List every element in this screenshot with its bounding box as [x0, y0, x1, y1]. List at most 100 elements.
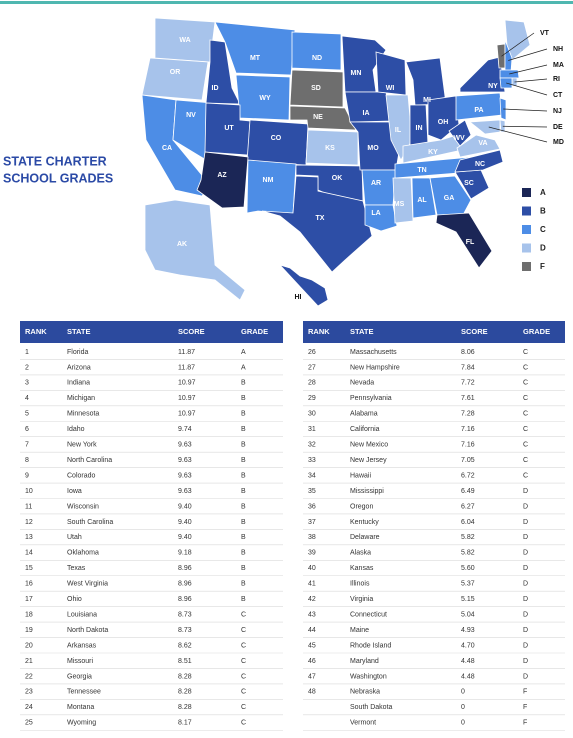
table-cell: 6 — [25, 426, 29, 433]
state-label: OH — [438, 119, 449, 126]
state — [246, 159, 297, 215]
table-cell: 8.06 — [461, 349, 475, 356]
column-header: STATE — [67, 327, 90, 336]
table-cell: 5.82 — [461, 534, 475, 541]
table-cell: D — [523, 611, 528, 618]
table-cell: Utah — [67, 534, 82, 541]
table-cell: B — [241, 519, 246, 526]
table-cell: 0 — [461, 720, 465, 727]
state-label: AR — [371, 180, 381, 187]
state — [246, 119, 309, 166]
table-cell: 18 — [25, 611, 33, 618]
table-cell: 8.28 — [178, 673, 192, 680]
state-label: GA — [444, 195, 455, 202]
table-cell: 16 — [25, 581, 33, 588]
leader-line — [503, 108, 548, 112]
table-cell: 9.63 — [178, 488, 192, 495]
table-cell: 29 — [308, 395, 316, 402]
table-cell: C — [241, 642, 246, 649]
table-cell: 28 — [308, 380, 316, 387]
state-label: NC — [475, 161, 485, 168]
table-cell: C — [241, 627, 246, 634]
table-cell: 6.04 — [461, 519, 475, 526]
table-cell: Wyoming — [67, 720, 96, 727]
table-cell: D — [523, 642, 528, 649]
table-cell: 12 — [25, 519, 33, 526]
state — [141, 57, 209, 101]
legend-swatch — [522, 262, 531, 271]
state — [454, 149, 504, 173]
table-cell: Georgia — [67, 673, 92, 680]
table-cell: 7.84 — [461, 364, 475, 371]
table-cell: Indiana — [67, 380, 90, 387]
table-cell: 36 — [308, 503, 316, 510]
table-cell: Vermont — [350, 720, 376, 727]
table-cell: C — [523, 426, 528, 433]
table-cell: Hawaii — [350, 472, 371, 479]
table-cell: D — [523, 565, 528, 572]
state-label: AL — [417, 197, 427, 204]
table-cell: 27 — [308, 364, 316, 371]
table-cell: 41 — [308, 581, 316, 588]
table-cell: 44 — [308, 627, 316, 634]
table-cell: 26 — [308, 349, 316, 356]
state — [504, 19, 531, 61]
table-cell: 7.05 — [461, 457, 475, 464]
state-label: UT — [224, 125, 234, 132]
table-cell: D — [523, 534, 528, 541]
map: WAORCANVIDMTWYUTCOAZNMNDSDNEKSOKTXMNIAMO… — [141, 17, 564, 307]
table-cell: 8.62 — [178, 642, 192, 649]
state — [289, 69, 344, 108]
state-label: MD — [553, 139, 564, 146]
table-cell: New Hampshire — [350, 364, 400, 371]
table-cell: 23 — [25, 689, 33, 696]
table-cell: B — [241, 426, 246, 433]
table-cell: North Carolina — [67, 457, 112, 464]
table-cell: F — [523, 689, 527, 696]
table-cell: 5.37 — [461, 581, 475, 588]
table-cell: 21 — [25, 658, 33, 665]
state — [411, 177, 437, 219]
state — [499, 77, 513, 89]
table-cell: Ohio — [67, 596, 82, 603]
state-label: OR — [170, 69, 181, 76]
legend-label: D — [540, 244, 546, 253]
leader-line — [501, 32, 535, 57]
state-label: NJ — [553, 108, 562, 115]
table-cell: 25 — [25, 720, 33, 727]
table-cell: Maine — [350, 627, 369, 634]
state-label: WI — [386, 85, 395, 92]
table-cell: 34 — [308, 472, 316, 479]
table-cell: 9.40 — [178, 503, 192, 510]
state-label: ND — [312, 55, 322, 62]
table-cell: 6.72 — [461, 472, 475, 479]
table-cell: B — [241, 565, 246, 572]
table-cell: Maryland — [350, 658, 379, 665]
table-cell: Colorado — [67, 472, 96, 479]
table-cell: 9.63 — [178, 457, 192, 464]
title-line: STATE CHARTER — [3, 154, 107, 168]
legend-swatch — [522, 225, 531, 234]
table-cell: Illinois — [350, 581, 370, 588]
legend-label: F — [540, 262, 545, 271]
state-label: WA — [179, 37, 190, 44]
legend-label: B — [540, 207, 546, 216]
state — [278, 264, 329, 307]
table-cell: Arizona — [67, 364, 91, 371]
column-header: GRADE — [523, 327, 550, 336]
table-cell: F — [523, 704, 527, 711]
table-cell: California — [350, 426, 380, 433]
state-label: PA — [474, 107, 483, 114]
table-cell: B — [241, 581, 246, 588]
table-cell: Nebraska — [350, 689, 380, 696]
table-cell: C — [241, 611, 246, 618]
table-cell: 38 — [308, 534, 316, 541]
state-label: TN — [417, 167, 426, 174]
table-cell: 3 — [25, 380, 29, 387]
state-label: MN — [351, 70, 362, 77]
column-header: GRADE — [241, 327, 268, 336]
table-cell: 5 — [25, 411, 29, 418]
state-label: MO — [367, 145, 379, 152]
table-cell: B — [241, 488, 246, 495]
state — [344, 91, 392, 123]
